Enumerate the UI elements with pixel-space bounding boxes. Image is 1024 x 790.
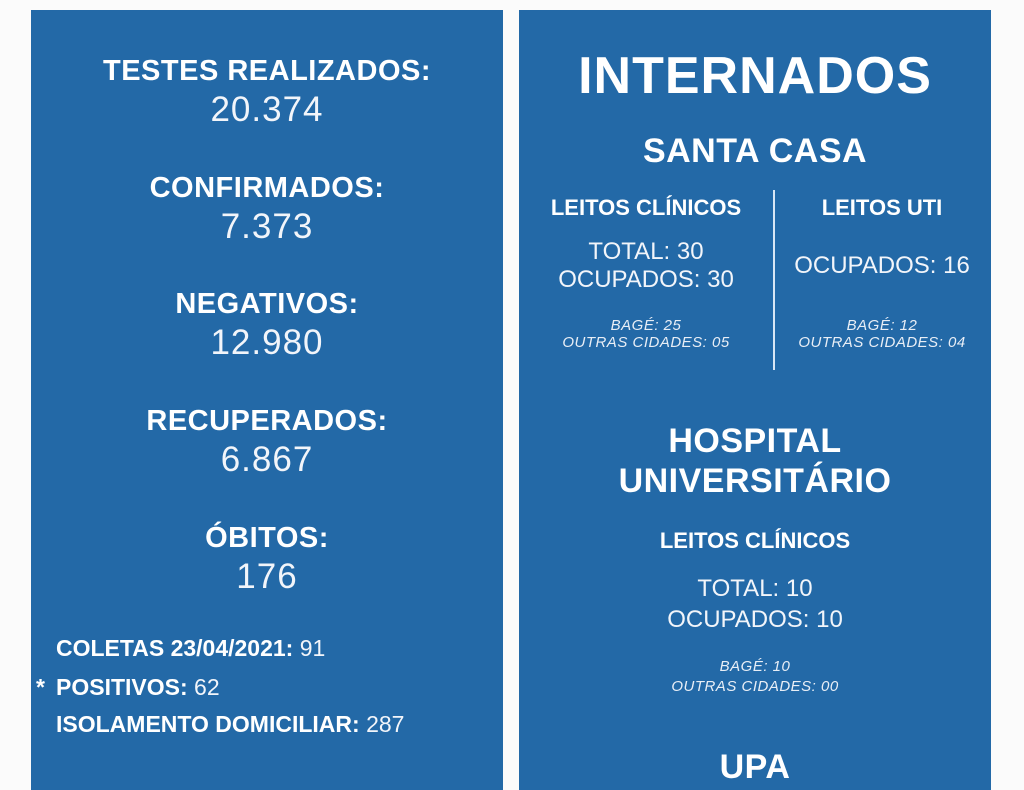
- stat-value-testes: 20.374: [210, 90, 324, 129]
- stat-value-obitos: 176: [236, 557, 298, 596]
- santa-casa-clinicos-bage: BAGÉ: 25: [610, 317, 682, 334]
- santa-casa-uti-title: LEITOS UTI: [821, 195, 943, 220]
- footer-positivos-label: POSITIVOS:: [56, 674, 188, 700]
- stat-label-recuperados: RECUPERADOS:: [146, 405, 388, 437]
- stat-value-negativos: 12.980: [210, 323, 324, 362]
- footer-isolamento-value: 287: [366, 711, 405, 737]
- footer-positivos-value: 62: [194, 674, 220, 700]
- footer-positivos: * POSITIVOS: 62: [36, 674, 220, 701]
- santa-casa-clinicos-ocupados: OCUPADOS: 30: [558, 266, 734, 293]
- stat-label-negativos: NEGATIVOS:: [175, 288, 359, 320]
- stat-value-confirmados: 7.373: [220, 207, 314, 246]
- santa-casa-uti: LEITOS UTI OCUPADOS: 16 BAGÉ: 12 OUTRAS …: [773, 195, 991, 351]
- stat-value-recuperados: 6.867: [220, 440, 314, 479]
- hu-clinicos-total: TOTAL: 10: [697, 575, 813, 602]
- stat-label-testes: TESTES REALIZADOS:: [102, 55, 431, 87]
- hu-clinicos-title: LEITOS CLÍNICOS: [659, 528, 851, 553]
- santa-casa-clinicos-title: LEITOS CLÍNICOS: [550, 195, 742, 220]
- hu-title-line2: UNIVERSITÁRIO: [618, 462, 892, 500]
- footer-coletas-value: 91: [299, 635, 326, 661]
- santa-casa-uti-bage: BAGÉ: 12: [846, 317, 918, 334]
- santa-casa-uti-outras: OUTRAS CIDADES: 04: [798, 334, 966, 351]
- hu-title-line1: HOSPITAL: [668, 422, 842, 460]
- summary-panel: TESTES REALIZADOS: 20.374 CONFIRMADOS: 7…: [31, 10, 503, 790]
- hu-clinicos-outras: OUTRAS CIDADES: 00: [671, 678, 839, 695]
- asterisk-marker: *: [36, 674, 45, 700]
- footer-coletas-label: COLETAS 23/04/2021:: [56, 635, 294, 661]
- internados-panel: INTERNADOS SANTA CASA LEITOS CLÍNICOS TO…: [519, 10, 991, 790]
- hu-clinicos-bage: BAGÉ: 10: [719, 658, 791, 675]
- santa-casa-clinicos-total: TOTAL: 30: [588, 238, 704, 265]
- column-divider: [773, 190, 775, 370]
- stat-label-obitos: ÓBITOS:: [205, 522, 329, 554]
- hu-clinicos-ocupados: OCUPADOS: 10: [667, 606, 843, 633]
- footer-isolamento-label: ISOLAMENTO DOMICILIAR:: [56, 711, 360, 737]
- stat-label-confirmados: CONFIRMADOS:: [149, 172, 385, 204]
- santa-casa-clinicos: LEITOS CLÍNICOS TOTAL: 30 OCUPADOS: 30 B…: [519, 195, 773, 351]
- footer-isolamento: ISOLAMENTO DOMICILIAR: 287: [56, 711, 404, 738]
- footer-coletas: COLETAS 23/04/2021: 91: [56, 635, 325, 662]
- santa-casa-title: SANTA CASA: [642, 132, 868, 170]
- internados-title: INTERNADOS: [578, 47, 932, 105]
- santa-casa-clinicos-outras: OUTRAS CIDADES: 05: [562, 334, 730, 351]
- santa-casa-uti-ocupados: OCUPADOS: 16: [794, 252, 970, 279]
